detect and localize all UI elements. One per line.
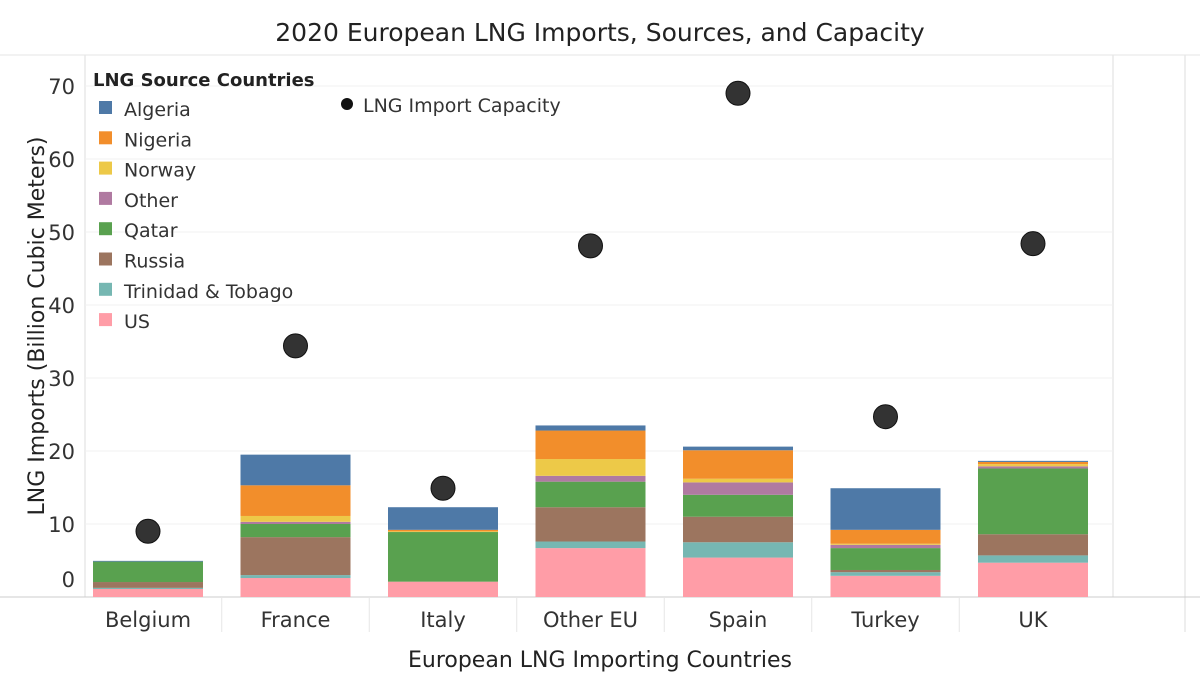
- bar-segment-algeria-belgium[interactable]: [93, 560, 203, 562]
- legend-swatch: [99, 101, 112, 114]
- bar-segment-us-turkey[interactable]: [830, 575, 941, 597]
- x-tick-label: Turkey: [850, 608, 919, 632]
- bar-segment-qatar-belgium[interactable]: [93, 561, 203, 583]
- bar-segment-trinidad-tobago-france[interactable]: [240, 575, 351, 579]
- bar-segment-qatar-uk[interactable]: [978, 468, 1088, 535]
- capacity-point-france[interactable]: [283, 333, 308, 359]
- bar-segment-qatar-other-eu[interactable]: [535, 481, 646, 508]
- bar-segment-other-france[interactable]: [240, 521, 351, 524]
- bar-segment-trinidad-tobago-belgium[interactable]: [93, 587, 203, 589]
- bar-segment-norway-italy[interactable]: [388, 531, 498, 533]
- bar-segment-us-uk[interactable]: [978, 562, 1088, 597]
- bar-segment-us-spain[interactable]: [683, 557, 793, 597]
- y-tick-label: 0: [62, 568, 75, 592]
- bar-segment-nigeria-france[interactable]: [240, 485, 351, 516]
- legend-swatch: [99, 252, 112, 266]
- bar-segment-norway-uk[interactable]: [978, 464, 1088, 467]
- capacity-point-belgium[interactable]: [135, 518, 161, 544]
- bar-segment-qatar-france[interactable]: [240, 524, 351, 538]
- capacity-legend-label: LNG Import Capacity: [363, 95, 561, 117]
- bar-segment-algeria-france[interactable]: [240, 454, 351, 486]
- y-tick-label: 30: [48, 367, 75, 391]
- legend-item-label[interactable]: Other: [124, 190, 178, 212]
- x-axis-label: European LNG Importing Countries: [408, 648, 792, 673]
- y-tick-label: 20: [48, 440, 75, 464]
- bar-segment-algeria-uk[interactable]: [978, 460, 1088, 462]
- bar-segment-qatar-spain[interactable]: [683, 494, 793, 517]
- bar-segment-qatar-turkey[interactable]: [830, 548, 941, 570]
- bar-segment-trinidad-tobago-spain[interactable]: [683, 542, 793, 558]
- capacity-point-spain[interactable]: [725, 80, 751, 106]
- capacity-legend: LNG Import Capacity: [341, 95, 561, 117]
- x-tick-label: Other EU: [543, 608, 638, 632]
- bar-segment-trinidad-tobago-uk[interactable]: [978, 555, 1088, 563]
- bar-segment-norway-france[interactable]: [240, 515, 351, 522]
- legend-item-label[interactable]: Trinidad & Tobago: [123, 281, 293, 303]
- legend-title: LNG Source Countries: [93, 70, 315, 91]
- capacity-point-turkey[interactable]: [873, 404, 898, 430]
- bar-segment-nigeria-other-eu[interactable]: [535, 430, 646, 460]
- y-tick-label: 50: [48, 221, 75, 245]
- bar-segment-russia-uk[interactable]: [978, 534, 1088, 556]
- bar-segment-russia-france[interactable]: [240, 537, 351, 576]
- legend-item-label[interactable]: Qatar: [124, 220, 178, 242]
- legend-swatch: [99, 191, 112, 205]
- y-tick-label: 10: [48, 513, 75, 537]
- bar-segment-nigeria-uk[interactable]: [978, 461, 1088, 465]
- bar-segment-other-uk[interactable]: [978, 466, 1088, 469]
- bar-segment-nigeria-spain[interactable]: [683, 450, 793, 479]
- x-tick-label: UK: [1018, 608, 1048, 632]
- bar-segment-norway-other-eu[interactable]: [535, 459, 646, 476]
- legend-swatch: [99, 222, 112, 236]
- bar-segment-us-italy[interactable]: [388, 581, 498, 597]
- bar-segment-norway-spain[interactable]: [683, 478, 793, 483]
- bar-segment-algeria-other-eu[interactable]: [535, 425, 646, 431]
- capacity-point-other-eu[interactable]: [578, 233, 603, 259]
- bar-segment-russia-turkey[interactable]: [830, 569, 941, 573]
- bar-segment-russia-other-eu[interactable]: [535, 507, 646, 542]
- bar-segment-us-france[interactable]: [240, 578, 351, 597]
- x-tick-label: Italy: [420, 608, 466, 632]
- legend-item-label[interactable]: Russia: [124, 251, 185, 273]
- legend-swatch: [99, 313, 112, 327]
- bar-segment-algeria-italy[interactable]: [388, 507, 498, 530]
- y-tick-label: 70: [48, 75, 75, 99]
- capacity-legend-marker: [341, 98, 353, 110]
- bar-segment-trinidad-tobago-turkey[interactable]: [830, 572, 941, 576]
- y-tick-label: 40: [48, 294, 75, 318]
- bar-segment-us-other-eu[interactable]: [535, 548, 646, 597]
- legend-item-label[interactable]: US: [124, 311, 150, 333]
- legend-swatch: [99, 131, 112, 145]
- bar-segment-algeria-spain[interactable]: [683, 446, 793, 451]
- bar-segment-nigeria-italy[interactable]: [388, 529, 498, 532]
- bar-segment-algeria-turkey[interactable]: [830, 488, 941, 530]
- bar-segment-russia-spain[interactable]: [683, 516, 793, 543]
- x-tick-label: Belgium: [105, 608, 191, 632]
- x-tick-label: Spain: [709, 608, 768, 632]
- bar-segment-trinidad-tobago-other-eu[interactable]: [535, 541, 646, 549]
- bar-segment-russia-belgium[interactable]: [93, 582, 203, 588]
- legend-item-label[interactable]: Norway: [124, 160, 196, 182]
- capacity-point-italy[interactable]: [430, 475, 456, 501]
- legend-item-label[interactable]: Nigeria: [124, 129, 192, 151]
- bar-segment-nigeria-turkey[interactable]: [830, 529, 941, 544]
- bar-segment-other-spain[interactable]: [683, 482, 793, 495]
- capacity-point-uk[interactable]: [1020, 231, 1046, 257]
- legend-swatch: [99, 282, 112, 296]
- legend-item-label[interactable]: Algeria: [124, 99, 191, 121]
- y-axis-label: LNG Imports (Billion Cubic Meters): [25, 137, 50, 516]
- bar-segment-other-other-eu[interactable]: [535, 475, 646, 482]
- bar-segment-norway-turkey[interactable]: [830, 543, 941, 545]
- bar-segment-qatar-italy[interactable]: [388, 532, 498, 582]
- legend-swatch: [99, 161, 112, 175]
- chart-title: 2020 European LNG Imports, Sources, and …: [275, 18, 925, 47]
- x-tick-label: France: [261, 608, 331, 632]
- bar-segment-us-belgium[interactable]: [93, 588, 203, 597]
- legend: LNG Source Countries Algeria Nigeria Norwa…: [93, 70, 315, 333]
- y-tick-label: 60: [48, 148, 75, 172]
- bar-segment-other-turkey[interactable]: [830, 544, 941, 549]
